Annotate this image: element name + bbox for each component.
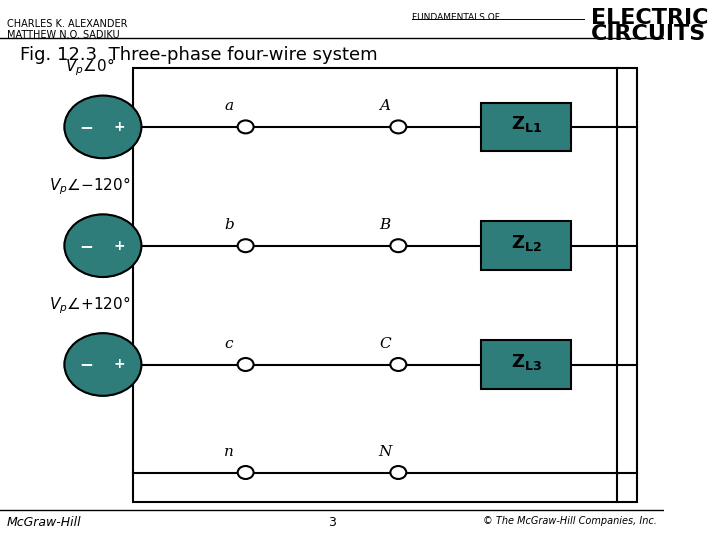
Text: CIRCUITS: CIRCUITS [591, 24, 706, 44]
Text: $V_p\angle 0°$: $V_p\angle 0°$ [65, 57, 114, 78]
Circle shape [64, 214, 141, 277]
Text: n: n [224, 445, 234, 459]
FancyBboxPatch shape [481, 340, 571, 389]
Circle shape [64, 333, 141, 396]
Text: $V_p\angle{+120°}$: $V_p\angle{+120°}$ [49, 294, 130, 316]
Text: $V_p\angle{-120°}$: $V_p\angle{-120°}$ [49, 176, 130, 197]
Text: © The McGraw-Hill Companies, Inc.: © The McGraw-Hill Companies, Inc. [483, 516, 657, 526]
Text: +: + [114, 357, 125, 372]
Circle shape [390, 358, 406, 371]
Text: McGraw-Hill: McGraw-Hill [6, 516, 81, 529]
Text: $\mathbf{Z_{L2}}$: $\mathbf{Z_{L2}}$ [510, 233, 541, 253]
Circle shape [390, 239, 406, 252]
Text: −: − [79, 118, 94, 136]
Circle shape [390, 466, 406, 479]
Text: B: B [379, 218, 391, 232]
Circle shape [390, 120, 406, 133]
Text: c: c [225, 337, 233, 351]
Text: FUNDAMENTALS OF: FUNDAMENTALS OF [412, 14, 500, 23]
Text: MATTHEW N.O. SADIKU: MATTHEW N.O. SADIKU [6, 30, 120, 40]
Text: ELECTRIC: ELECTRIC [591, 8, 708, 28]
Text: $\mathbf{Z_{L3}}$: $\mathbf{Z_{L3}}$ [510, 352, 541, 372]
Text: +: + [114, 239, 125, 253]
Text: 3: 3 [328, 516, 336, 529]
Text: a: a [225, 99, 233, 113]
FancyBboxPatch shape [481, 221, 571, 270]
Text: A: A [379, 99, 390, 113]
FancyBboxPatch shape [481, 103, 571, 151]
Text: +: + [114, 120, 125, 134]
Text: $\mathbf{Z_{L1}}$: $\mathbf{Z_{L1}}$ [510, 114, 541, 134]
Text: b: b [224, 218, 234, 232]
Circle shape [238, 239, 253, 252]
Circle shape [238, 120, 253, 133]
Text: −: − [79, 355, 94, 374]
Text: C: C [379, 337, 391, 351]
Circle shape [64, 96, 141, 158]
Text: CHARLES K. ALEXANDER: CHARLES K. ALEXANDER [6, 19, 127, 29]
Text: −: − [79, 237, 94, 255]
Circle shape [238, 358, 253, 371]
Text: Fig. 12.3  Three-phase four-wire system: Fig. 12.3 Three-phase four-wire system [20, 46, 377, 64]
Circle shape [238, 466, 253, 479]
Text: N: N [379, 445, 392, 459]
